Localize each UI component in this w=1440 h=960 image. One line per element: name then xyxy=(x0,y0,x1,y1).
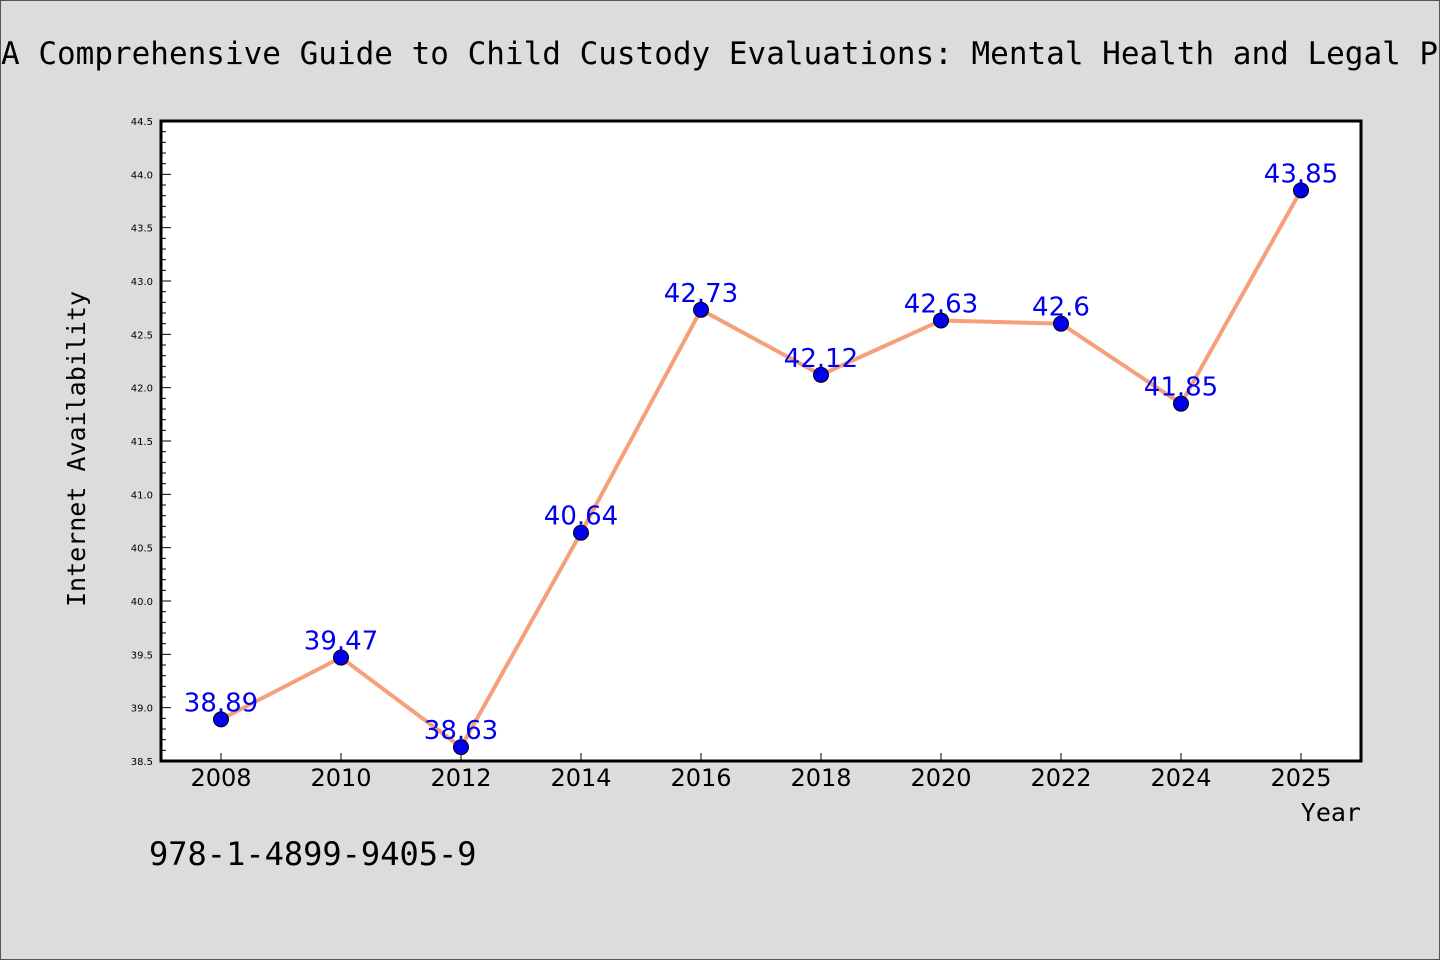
y-tick-label: 42.0 xyxy=(131,384,153,395)
data-label: 41.85 xyxy=(1144,373,1218,403)
chart-title: A Comprehensive Guide to Child Custody E… xyxy=(1,36,1440,72)
y-tick-label: 38.5 xyxy=(131,757,153,768)
y-tick-label: 40.0 xyxy=(131,597,153,608)
data-point xyxy=(333,649,349,666)
x-tick-label: 2010 xyxy=(310,764,371,792)
data-label: 43.85 xyxy=(1264,159,1338,189)
data-label: 39.47 xyxy=(304,627,378,657)
y-tick-label: 39.0 xyxy=(131,704,153,715)
x-tick-label: 2008 xyxy=(190,764,251,792)
y-axis-label: Internet Availability xyxy=(62,291,91,607)
y-tick-label: 43.5 xyxy=(131,224,153,235)
data-label: 40.64 xyxy=(544,502,618,532)
data-point xyxy=(1293,182,1309,199)
y-tick-label: 44.0 xyxy=(131,170,153,181)
data-point xyxy=(933,312,949,329)
data-point xyxy=(573,524,589,541)
data-point xyxy=(213,711,229,728)
data-label: 42.6 xyxy=(1032,293,1090,323)
data-label: 42.73 xyxy=(664,279,738,309)
data-point xyxy=(1053,315,1069,332)
x-tick-label: 2025 xyxy=(1270,764,1331,792)
x-tick-label: 2016 xyxy=(670,764,731,792)
y-tick-label: 43.0 xyxy=(131,277,153,288)
y-tick-label: 41.5 xyxy=(131,437,153,448)
x-axis-label: Year xyxy=(1301,798,1361,827)
series-line-group xyxy=(219,188,1303,750)
data-label: 38.89 xyxy=(184,688,258,718)
x-axis: 2008 2010 2012 2014 2016 2018 2020 2022 2024 2025 xyxy=(190,753,1332,792)
plot-area xyxy=(159,119,1363,763)
data-label: 38.63 xyxy=(424,716,498,746)
data-point xyxy=(693,301,709,318)
data-label: 42.63 xyxy=(904,289,978,319)
x-tick-label: 2012 xyxy=(430,764,491,792)
data-point xyxy=(813,366,829,383)
series-line xyxy=(219,188,1303,750)
y-axis: 38.5 39.0 39.5 40.0 40.5 41.0 41.5 42.0 42.5 43.0… xyxy=(131,117,171,768)
x-tick-label: 2020 xyxy=(910,764,971,792)
data-point xyxy=(1173,395,1189,412)
y-tick-label: 42.5 xyxy=(131,330,153,341)
isbn-text: 978-1-4899-9405-9 xyxy=(149,835,477,873)
x-tick-label: 2018 xyxy=(790,764,851,792)
y-tick-label: 39.5 xyxy=(131,650,153,661)
data-markers xyxy=(213,182,1309,756)
data-label: 42.12 xyxy=(784,344,858,374)
x-tick-label: 2024 xyxy=(1150,764,1211,792)
y-tick-label: 41.0 xyxy=(131,490,153,501)
data-labels: 38.89 39.47 38.63 40.64 42.73 42.12 42.63 42.6 4… xyxy=(184,159,1338,746)
y-tick-label: 40.5 xyxy=(131,544,153,555)
x-tick-label: 2014 xyxy=(550,764,611,792)
x-tick-label: 2022 xyxy=(1030,764,1091,792)
y-tick-label: 44.5 xyxy=(131,117,153,128)
data-point xyxy=(453,739,469,756)
